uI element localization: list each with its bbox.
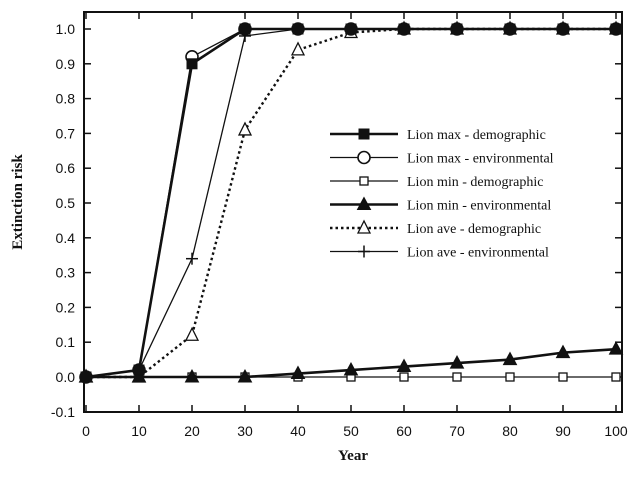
- filled-triangle-marker: [555, 344, 571, 359]
- y-tick-label: 0.3: [56, 265, 76, 281]
- open-triangle-marker: [237, 121, 253, 136]
- filled-square-marker: [239, 23, 251, 35]
- filled-square-marker: [80, 371, 92, 383]
- x-tick-label: 40: [290, 423, 306, 439]
- plus-marker: [186, 252, 198, 265]
- filled-triangle-marker: [449, 355, 465, 369]
- y-tick-label: 0.7: [56, 125, 76, 141]
- open-triangle-marker: [290, 41, 306, 56]
- open-square-marker: [611, 372, 621, 382]
- open-square-marker: [505, 372, 515, 382]
- x-tick-label: 0: [82, 423, 90, 439]
- legend-label: Lion min - environmental: [407, 199, 551, 214]
- legend-item: Lion max - environmental: [330, 150, 554, 167]
- filled-square-marker: [345, 23, 357, 35]
- y-tick-label: 0.6: [56, 160, 76, 176]
- y-tick-label: 1.0: [56, 21, 76, 37]
- open-square-marker: [399, 372, 409, 382]
- legend-item: Lion ave - environmental: [330, 245, 549, 261]
- x-tick-label: 30: [237, 423, 253, 439]
- filled-triangle-marker: [356, 196, 372, 210]
- filled-triangle-marker: [237, 368, 253, 383]
- x-tick-label: 80: [502, 423, 518, 439]
- y-tick-label: 0.8: [56, 91, 76, 107]
- x-tick-label: 50: [343, 423, 359, 439]
- y-tick-label: 0.2: [56, 299, 76, 315]
- legend-item: Lion min - demographic: [330, 175, 543, 190]
- x-tick-label: 90: [555, 423, 571, 439]
- x-axis-title: Year: [338, 448, 368, 464]
- open-square-marker: [558, 372, 568, 382]
- filled-triangle-marker: [184, 368, 200, 383]
- filled-triangle-marker: [131, 368, 147, 383]
- filled-triangle-marker: [290, 365, 306, 380]
- series-lion-min-environmental: [78, 341, 624, 383]
- axes: 0 10 20 30 40 50 60 70 80 90 100 -0.1 0.0 0.1 0.2 0.3 0.…: [51, 11, 628, 439]
- x-tick-label: 20: [184, 423, 200, 439]
- x-tick-label: 10: [131, 423, 147, 439]
- filled-square-marker: [557, 23, 569, 35]
- legend-item: Lion min - environmental: [330, 196, 551, 214]
- series-layer: [78, 20, 624, 384]
- filled-triangle-marker: [396, 358, 412, 373]
- legend-item: Lion max - demographic: [330, 128, 546, 143]
- y-axis-title: Extinction risk: [10, 154, 26, 250]
- filled-triangle-marker: [343, 361, 359, 376]
- plus-marker: [358, 245, 370, 258]
- x-tick-label: 60: [396, 423, 412, 439]
- filled-square-marker: [358, 128, 370, 140]
- open-square-marker: [359, 176, 369, 186]
- filled-square-marker: [504, 23, 516, 35]
- legend-label: Lion max - demographic: [407, 128, 546, 143]
- legend-item: Lion ave - demographic: [330, 219, 541, 237]
- filled-square-marker: [292, 23, 304, 35]
- x-tick-label: 100: [604, 423, 628, 439]
- y-tick-label: -0.1: [51, 404, 75, 420]
- filled-square-marker: [133, 364, 145, 376]
- legend-label: Lion max - environmental: [407, 152, 554, 167]
- filled-square-marker: [451, 23, 463, 35]
- y-tick-label: 0.5: [56, 195, 76, 211]
- open-square-marker: [452, 372, 462, 382]
- filled-square-marker: [186, 58, 198, 70]
- x-tick-label: 70: [449, 423, 465, 439]
- legend-label: Lion min - demographic: [407, 175, 543, 190]
- open-triangle-marker: [184, 326, 200, 341]
- filled-triangle-marker: [608, 341, 624, 355]
- legend-label: Lion ave - demographic: [407, 222, 541, 237]
- y-tick-label: 0.9: [56, 56, 76, 72]
- y-tick-label: 0.0: [56, 369, 76, 385]
- filled-triangle-marker: [502, 351, 518, 366]
- plot-frame: [83, 11, 623, 413]
- open-circle-marker: [357, 150, 371, 165]
- legend-label: Lion ave - environmental: [407, 246, 549, 261]
- y-tick-label: 0.4: [56, 230, 76, 246]
- legend: Lion max - demographic Lion max - environ…: [330, 128, 554, 261]
- filled-square-marker: [398, 23, 410, 35]
- series-lion-max-demographic: [80, 23, 622, 383]
- open-triangle-marker: [356, 219, 372, 234]
- y-tick-label: 0.1: [56, 334, 76, 350]
- filled-square-marker: [610, 23, 622, 35]
